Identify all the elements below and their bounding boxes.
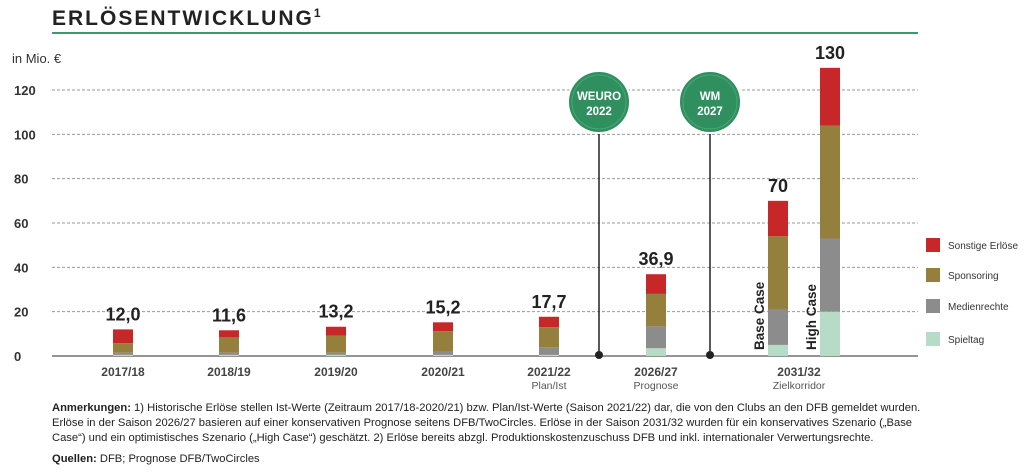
x-tick-label: 2018/19 — [207, 365, 251, 379]
bar-segment-sonstige-erl-se — [326, 326, 346, 336]
bar-total-label: 11,6 — [212, 305, 246, 325]
x-tick-label: 2026/27 — [634, 365, 678, 379]
bar-total-label: 12,0 — [105, 304, 140, 324]
legend-swatch — [926, 238, 940, 252]
bar-segment-medienrechte — [219, 352, 239, 355]
bar-segment-sponsoring — [646, 293, 666, 327]
bar-segment-medienrechte — [433, 351, 453, 355]
chart-title-footnote: 1 — [313, 6, 321, 20]
bar-total-label: 13,2 — [318, 302, 353, 322]
x-tick-label: 2031/32 — [777, 365, 821, 379]
bar-segment-medienrechte — [820, 238, 840, 312]
bar-segment-medienrechte — [326, 352, 346, 355]
event-badge-year: 2022 — [586, 106, 612, 118]
event-badge-label: WM — [700, 91, 720, 103]
legend-label: Spieltag — [948, 335, 984, 346]
bar-total-label: 130 — [815, 43, 845, 63]
bar-segment-sponsoring — [768, 236, 788, 310]
x-tick-sublabel: Plan/Ist — [531, 380, 566, 392]
bar-segment-spieltag — [820, 311, 840, 356]
event-badge-label: WEURO — [577, 91, 621, 103]
legend-swatch — [926, 299, 940, 313]
event-badge — [567, 70, 631, 134]
y-tick-label: 80 — [14, 172, 28, 187]
bar-total-label: 70 — [768, 176, 788, 196]
y-tick-label: 0 — [14, 349, 21, 364]
y-tick-label: 20 — [14, 305, 28, 320]
legend-label: Sonstige Erlöse — [948, 241, 1018, 252]
y-tick-label: 120 — [14, 83, 36, 98]
bar-segment-medienrechte — [768, 309, 788, 345]
bar-segment-sponsoring — [113, 343, 133, 353]
bar-segment-sonstige-erl-se — [820, 67, 840, 126]
bar-segment-sonstige-erl-se — [539, 316, 559, 328]
bar-segment-medienrechte — [539, 347, 559, 355]
chart-title-text: ERLÖSENTWICKLUNG — [52, 7, 314, 30]
scenario-label: High Case — [804, 283, 819, 350]
legend-label: Sponsoring — [948, 271, 999, 282]
x-tick-label: 2017/18 — [101, 365, 145, 379]
bar-segment-sponsoring — [219, 337, 239, 353]
revenue-chart: 0 20 40 60 80 100 120 12,0 11,6 13,2 15,2 17,7 36,9 7… — [14, 43, 1018, 392]
title-divider — [52, 32, 918, 34]
sources: Quellen: DFB; Prognose DFB/TwoCircles — [52, 452, 932, 467]
scenario-label: Base Case — [752, 281, 767, 350]
sources-text: DFB; Prognose DFB/TwoCircles — [96, 453, 260, 465]
event-badge-year: 2027 — [697, 106, 723, 118]
event-badge — [678, 70, 742, 134]
x-tick-label: 2021/22 — [527, 365, 571, 379]
bar-segment-spieltag — [113, 354, 133, 356]
bar-segment-sponsoring — [326, 335, 346, 353]
remarks-text: 1) Historische Erlöse stellen Ist-Werte … — [52, 402, 921, 444]
x-tick-label: 2019/20 — [314, 365, 358, 379]
chart-title: ERLÖSENTWICKLUNG1 — [52, 6, 321, 31]
x-tick-sublabel: Zielkorridor — [773, 380, 826, 392]
legend-label: Medienrechte — [948, 302, 1009, 313]
event-badge-ring — [682, 74, 738, 130]
y-tick-label: 60 — [14, 216, 28, 231]
y-axis-unit-label: in Mio. € — [12, 51, 62, 66]
bar-segment-spieltag — [219, 354, 239, 356]
bar-segment-spieltag — [433, 354, 453, 356]
bar-segment-medienrechte — [646, 326, 666, 349]
event-marker-dot — [595, 351, 603, 359]
bar-segment-spieltag — [768, 344, 788, 356]
footnotes: Anmerkungen: 1) Historische Erlöse stell… — [52, 401, 932, 467]
remarks-label: Anmerkungen: — [52, 402, 131, 414]
bar-segment-spieltag — [646, 348, 666, 356]
bar-total-label: 17,7 — [531, 292, 566, 312]
legend-swatch — [926, 332, 940, 346]
x-tick-sublabel: Prognose — [634, 380, 679, 392]
remarks: Anmerkungen: 1) Historische Erlöse stell… — [52, 401, 932, 446]
bar-segment-sonstige-erl-se — [219, 330, 239, 338]
event-badge-ring — [571, 74, 627, 130]
legend-swatch — [926, 268, 940, 282]
bar-segment-sponsoring — [820, 125, 840, 239]
bar-segment-sonstige-erl-se — [433, 322, 453, 332]
event-marker-dot — [706, 351, 714, 359]
bar-segment-sonstige-erl-se — [768, 200, 788, 237]
bar-segment-sponsoring — [539, 327, 559, 348]
bar-total-label: 36,9 — [638, 249, 673, 269]
y-tick-label: 100 — [14, 127, 36, 142]
bar-total-label: 15,2 — [425, 297, 460, 317]
bar-segment-medienrechte — [113, 352, 133, 355]
x-tick-label: 2020/21 — [421, 365, 465, 379]
bar-segment-spieltag — [326, 354, 346, 356]
bar-segment-spieltag — [539, 354, 559, 356]
y-tick-label: 40 — [14, 260, 28, 275]
bar-segment-sponsoring — [433, 331, 453, 352]
sources-label: Quellen: — [52, 453, 97, 465]
bar-segment-sonstige-erl-se — [113, 329, 133, 344]
bar-segment-sonstige-erl-se — [646, 274, 666, 294]
